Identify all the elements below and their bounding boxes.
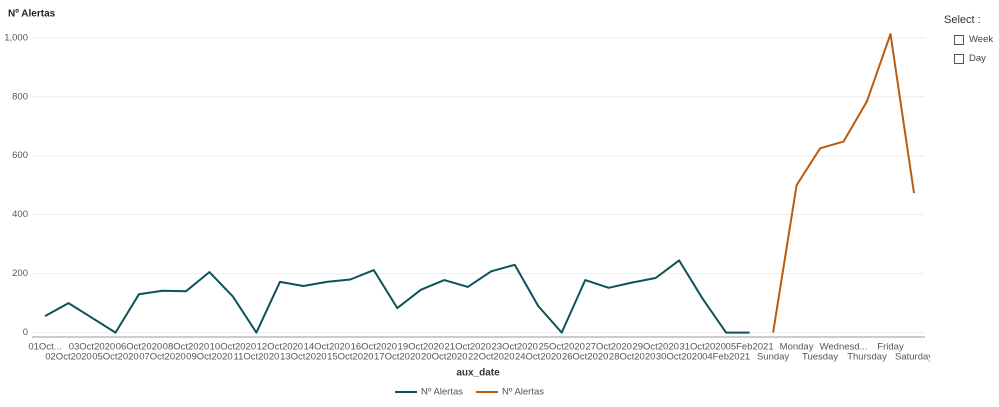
x-tick-label: 29Oct2020 [632,342,678,353]
x-tick-label: 16Oct2020 [351,342,397,353]
x-tick-label: Monday [780,342,814,353]
y-tick-label: 400 [12,209,28,220]
x-tick-label: 13Oct2020 [280,352,326,363]
x-tick-label: 02Oct2020 [45,352,91,363]
x-tick-label: 17Oct2020 [374,352,420,363]
week-option[interactable]: Week [954,34,993,45]
x-tick-label: 30Oct2020 [656,352,702,363]
y-axis-title: Nº Alertas [8,9,56,20]
series-line [44,259,750,334]
x-tick-label: 01Oct... [28,342,61,353]
x-tick-label: 31Oct2020 [679,342,725,353]
x-tick-label: 09Oct2020 [186,352,232,363]
x-tick-label: 23Oct2020 [491,342,537,353]
x-tick-label: 10Oct2020 [210,342,256,353]
x-tick-label: 05Feb2021 [726,342,774,353]
option-label[interactable]: Week [969,34,994,45]
legend-label: Nº Alertas [421,387,463,398]
x-tick-label: 25Oct2020 [538,342,584,353]
y-tick-label: 1,000 [4,32,28,43]
x-tick-label: 14Oct2020 [304,342,350,353]
option-label[interactable]: Day [969,53,986,64]
y-tick-label: 200 [12,268,28,279]
x-tick-label: 28Oct2020 [609,352,655,363]
x-tick-label: 19Oct2020 [398,342,444,353]
x-tick-label: 11Oct2020 [233,352,279,363]
x-tick-label: 07Oct2020 [139,352,185,363]
x-tick-label: 06Oct2020 [116,342,162,353]
x-tick-label: 20Oct2020 [421,352,467,363]
legend-label: Nº Alertas [502,387,544,398]
x-tick-label: Wednesd... [820,342,868,353]
x-tick-label: Thursday [847,352,887,363]
y-tick-label: 0 [23,327,28,338]
x-tick-label: Saturday [895,352,930,363]
x-tick-label: 08Oct2020 [163,342,209,353]
x-tick-label: Sunday [757,352,789,363]
checkbox[interactable] [954,53,964,64]
x-tick-label: 04Feb2021 [702,352,750,363]
day-option[interactable]: Day [954,53,993,64]
x-tick-label: Tuesday [802,352,838,363]
x-tick-label: 26Oct2020 [562,352,608,363]
checkbox[interactable] [954,34,964,45]
select-panel: Select : Week Day [944,14,993,64]
y-tick-label: 800 [12,91,28,102]
series-line [772,33,915,333]
chart: Nº Alertas aux_date 0 200 400 600 800 1,000 01… [4,9,933,398]
x-tick-label: 15Oct2020 [327,352,373,363]
x-tick-label: 05Oct2020 [92,352,138,363]
x-axis-title: aux_date [456,368,500,379]
x-tick-label: Friday [877,342,904,353]
x-tick-label: 27Oct2020 [585,342,631,353]
x-tick-label: 21Oct2020 [445,342,491,353]
x-tick-label: 22Oct2020 [468,352,514,363]
select-title: Select : [944,14,981,26]
y-tick-label: 600 [12,150,28,161]
x-tick-label: 12Oct2020 [257,342,303,353]
x-tick-label: 24Oct2020 [515,352,561,363]
x-tick-label: 03Oct2020 [69,342,115,353]
